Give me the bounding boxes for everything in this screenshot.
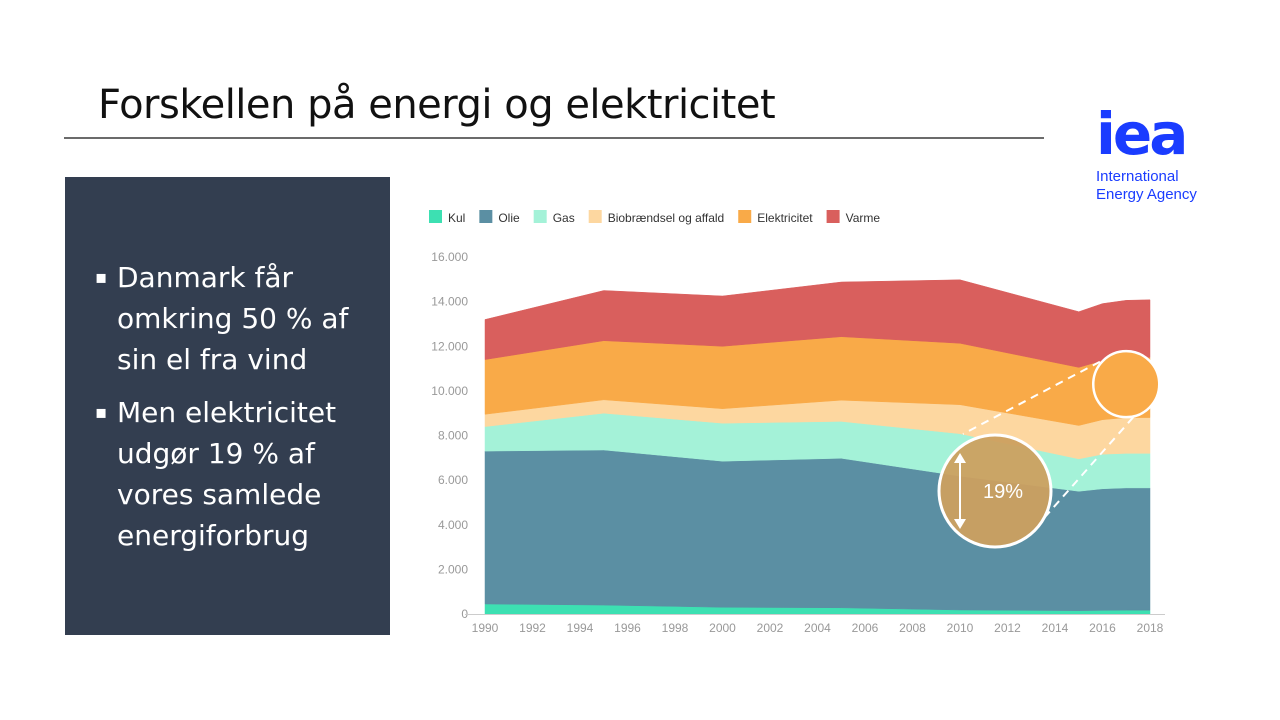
share-percentage-label: 19% xyxy=(983,481,1023,503)
legend-label: Varme xyxy=(846,211,881,225)
bullet-item: ▪ Danmark får omkring 50 % af sin el fra… xyxy=(65,257,390,380)
x-tick-label: 1992 xyxy=(519,621,546,635)
bullet-marker: ▪ xyxy=(95,267,108,288)
iea-logo-text: International Energy Agency xyxy=(1096,168,1216,204)
iea-logo-mark: iea xyxy=(1096,100,1188,168)
legend-label: Kul xyxy=(448,211,465,225)
x-tick-label: 2004 xyxy=(804,621,831,635)
bullet-item: ▪ Men elektricitet udgør 19 % af vores s… xyxy=(65,392,390,556)
y-tick-label: 6.000 xyxy=(438,473,468,487)
y-tick-label: 2.000 xyxy=(438,562,468,576)
x-tick-label: 2006 xyxy=(852,621,879,635)
logo-line-1: International xyxy=(1096,168,1179,185)
zoom-connector-line xyxy=(962,354,1113,435)
zoom-magnifier-circle xyxy=(937,433,1053,549)
title-divider xyxy=(64,137,1044,139)
x-tick-label: 1996 xyxy=(614,621,641,635)
iea-logo: iea International Energy Agency xyxy=(1096,100,1216,208)
legend-swatch xyxy=(738,210,752,223)
y-tick-label: 16.000 xyxy=(431,250,468,264)
x-tick-label: 2014 xyxy=(1042,621,1069,635)
area-series-varme xyxy=(484,279,1151,368)
chart-svg: 0 2.000 4.000 6.000 8.000 10.000 12.000 14.000 1… xyxy=(429,210,1165,635)
legend-label: Olie xyxy=(498,211,520,225)
y-tick-label: 12.000 xyxy=(431,339,468,353)
x-tick-label: 1998 xyxy=(662,621,689,635)
y-tick-label: 0 xyxy=(461,607,468,621)
x-tick-label: 2010 xyxy=(947,621,974,635)
y-tick-label: 10.000 xyxy=(431,384,468,398)
legend-swatch xyxy=(429,210,442,223)
logo-line-2: Energy Agency xyxy=(1096,186,1197,203)
slide-title: Forskellen på energi og elektricitet xyxy=(98,82,776,128)
x-tick-label: 2012 xyxy=(994,621,1021,635)
bullet-marker: ▪ xyxy=(95,402,108,423)
y-tick-label: 8.000 xyxy=(438,429,468,443)
energy-area-chart: 0 2.000 4.000 6.000 8.000 10.000 12.000 14.000 1… xyxy=(400,195,1190,655)
x-tick-label: 2002 xyxy=(757,621,784,635)
bullet-text: Men elektricitet udgør 19 % af vores sam… xyxy=(117,396,337,552)
legend-swatch xyxy=(533,210,547,223)
x-tick-label: 2016 xyxy=(1089,621,1116,635)
x-tick-label: 1990 xyxy=(472,621,499,635)
legend-label: Biobrændsel og affald xyxy=(608,211,725,225)
legend-swatch xyxy=(479,210,493,223)
legend-label: Gas xyxy=(553,211,575,225)
x-tick-label: 1994 xyxy=(567,621,594,635)
x-tick-label: 2008 xyxy=(899,621,926,635)
legend-swatch xyxy=(826,210,840,223)
y-tick-label: 4.000 xyxy=(438,518,468,532)
legend-swatch xyxy=(588,210,602,223)
text-panel: ▪ Danmark får omkring 50 % af sin el fra… xyxy=(65,177,390,635)
legend-label: Elektricitet xyxy=(757,211,813,225)
arrow-up-icon xyxy=(954,453,966,463)
y-tick-label: 14.000 xyxy=(431,295,468,309)
zoom-source-circle xyxy=(1092,349,1161,419)
bullet-text: Danmark får omkring 50 % af sin el fra v… xyxy=(117,261,349,376)
x-tick-label: 2000 xyxy=(709,621,736,635)
x-tick-label: 2018 xyxy=(1137,621,1164,635)
arrow-down-icon xyxy=(954,519,966,529)
